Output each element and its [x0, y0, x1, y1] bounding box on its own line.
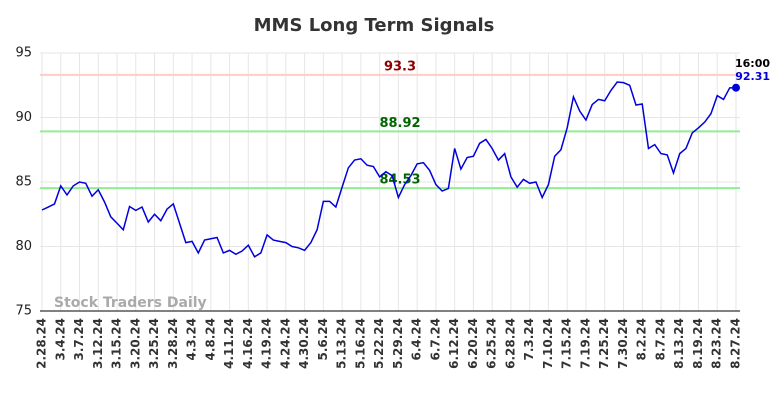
x-tick-label: 3.7.24: [72, 318, 86, 361]
chart-title: MMS Long Term Signals: [254, 15, 495, 36]
x-tick-label: 7.3.24: [522, 318, 536, 361]
y-tick-label: 85: [15, 175, 32, 190]
x-tick-label: 4.24.24: [278, 318, 292, 369]
x-tick-label: 3.25.24: [147, 318, 161, 369]
x-tick-label: 5.6.24: [316, 318, 330, 361]
x-tick-label: 5.16.24: [353, 318, 367, 369]
x-tick-label: 4.3.24: [185, 318, 199, 361]
last-value-label: 92.31: [735, 70, 770, 83]
x-tick-label: 8.7.24: [653, 318, 667, 361]
x-tick-label: 2.28.24: [35, 318, 49, 369]
x-tick-label: 7.25.24: [597, 318, 611, 369]
watermark: Stock Traders Daily: [54, 295, 207, 311]
x-tick-label: 7.30.24: [616, 318, 630, 369]
reference-label: 93.3: [384, 59, 416, 74]
x-tick-label: 6.28.24: [503, 318, 517, 369]
y-tick-label: 95: [15, 46, 32, 61]
x-tick-label: 4.8.24: [203, 318, 217, 361]
x-tick-label: 4.11.24: [222, 318, 236, 369]
series-line: [41, 81, 737, 258]
x-tick-label: 6.25.24: [485, 318, 499, 369]
x-tick-label: 8.23.24: [710, 318, 724, 369]
x-tick-label: 4.30.24: [297, 318, 311, 369]
x-tick-label: 6.4.24: [410, 318, 424, 361]
x-tick-label: 8.2.24: [635, 318, 649, 361]
x-tick-label: 7.10.24: [541, 318, 555, 369]
y-tick-label: 80: [15, 239, 32, 254]
x-tick-label: 8.27.24: [729, 318, 743, 369]
y-tick-label: 90: [15, 110, 32, 125]
reference-label: 88.92: [379, 116, 420, 131]
last-time-label: 16:00: [735, 57, 770, 70]
x-tick-label: 8.13.24: [672, 318, 686, 369]
last-point: [732, 83, 740, 92]
x-tick-label: 6.7.24: [428, 318, 442, 361]
x-tick-label: 6.20.24: [466, 318, 480, 369]
x-tick-label: 3.28.24: [166, 318, 180, 369]
x-tick-label: 5.22.24: [372, 318, 386, 369]
reference-label: 84.53: [379, 173, 420, 188]
x-tick-label: 7.15.24: [560, 318, 574, 369]
x-tick-label: 8.19.24: [691, 318, 705, 369]
x-tick-label: 3.4.24: [53, 318, 67, 361]
x-tick-label: 3.20.24: [128, 318, 142, 369]
x-tick-label: 5.29.24: [391, 318, 405, 369]
x-tick-label: 7.19.24: [578, 318, 592, 369]
x-tick-label: 6.12.24: [447, 318, 461, 369]
x-tick-label: 5.13.24: [335, 318, 349, 369]
y-tick-label: 75: [15, 304, 32, 319]
x-tick-label: 3.15.24: [110, 318, 124, 369]
x-tick-label: 4.19.24: [260, 318, 274, 369]
x-tick-label: 3.12.24: [91, 318, 105, 369]
x-tick-label: 4.16.24: [241, 318, 255, 369]
